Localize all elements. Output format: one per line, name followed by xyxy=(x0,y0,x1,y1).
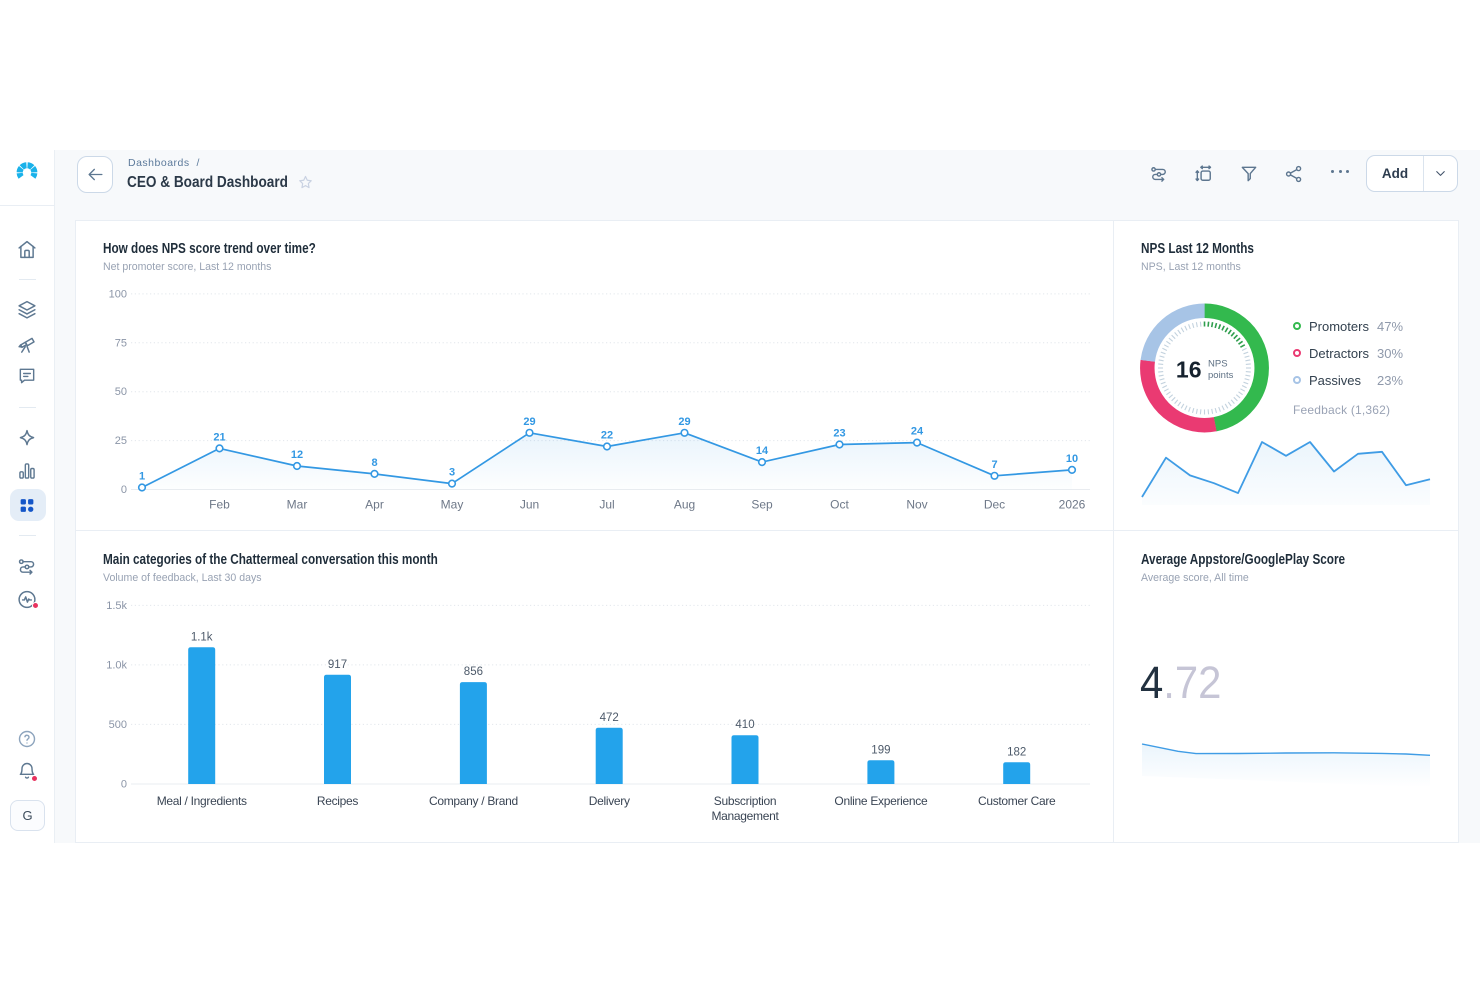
svg-text:75: 75 xyxy=(115,337,127,349)
svg-text:182: 182 xyxy=(1007,746,1026,758)
svg-text:Nov: Nov xyxy=(906,498,927,512)
svg-text:29: 29 xyxy=(678,416,690,428)
svg-text:472: 472 xyxy=(600,712,619,724)
svg-text:Sep: Sep xyxy=(751,498,773,512)
svg-text:29: 29 xyxy=(523,416,535,428)
svg-text:1: 1 xyxy=(139,471,145,483)
svg-text:2026: 2026 xyxy=(1059,498,1086,512)
svg-text:10: 10 xyxy=(1066,453,1078,465)
svg-text:Aug: Aug xyxy=(674,498,695,512)
svg-text:21: 21 xyxy=(213,431,225,443)
svg-text:25: 25 xyxy=(115,435,127,447)
svg-text:Oct: Oct xyxy=(830,498,849,512)
svg-text:Subscription: Subscription xyxy=(714,794,776,808)
svg-text:May: May xyxy=(441,498,464,512)
svg-text:100: 100 xyxy=(109,288,127,300)
svg-text:points: points xyxy=(1208,370,1234,381)
svg-text:3: 3 xyxy=(449,467,455,479)
svg-text:0: 0 xyxy=(121,779,127,791)
svg-text:12: 12 xyxy=(291,449,303,461)
svg-text:16: 16 xyxy=(1176,357,1202,383)
svg-text:NPS: NPS xyxy=(1208,359,1228,370)
svg-text:917: 917 xyxy=(328,659,347,671)
svg-text:856: 856 xyxy=(464,666,483,678)
svg-text:Recipes: Recipes xyxy=(317,794,359,808)
svg-text:Management: Management xyxy=(711,809,779,823)
svg-text:Jul: Jul xyxy=(599,498,614,512)
svg-text:500: 500 xyxy=(109,719,127,731)
svg-text:199: 199 xyxy=(871,744,890,756)
svg-text:Customer Care: Customer Care xyxy=(978,794,1056,808)
svg-text:410: 410 xyxy=(735,719,754,731)
svg-text:0: 0 xyxy=(121,484,127,496)
svg-text:7: 7 xyxy=(991,459,997,471)
svg-text:Apr: Apr xyxy=(365,498,384,512)
svg-text:23: 23 xyxy=(833,428,845,440)
svg-text:Delivery: Delivery xyxy=(589,794,630,808)
svg-text:1.5k: 1.5k xyxy=(106,600,127,612)
svg-text:14: 14 xyxy=(756,445,769,457)
svg-text:Dec: Dec xyxy=(984,498,1005,512)
svg-text:Feb: Feb xyxy=(209,498,230,512)
svg-text:1.0k: 1.0k xyxy=(106,659,127,671)
svg-text:Jun: Jun xyxy=(520,498,539,512)
svg-text:22: 22 xyxy=(601,430,613,442)
svg-text:8: 8 xyxy=(371,457,377,469)
svg-text:Mar: Mar xyxy=(287,498,308,512)
svg-text:Meal / Ingredients: Meal / Ingredients xyxy=(157,794,247,808)
svg-text:Company / Brand: Company / Brand xyxy=(429,794,518,808)
svg-text:50: 50 xyxy=(115,386,127,398)
svg-text:1.1k: 1.1k xyxy=(191,631,213,643)
svg-text:Online Experience: Online Experience xyxy=(834,794,928,808)
svg-text:24: 24 xyxy=(911,426,924,438)
